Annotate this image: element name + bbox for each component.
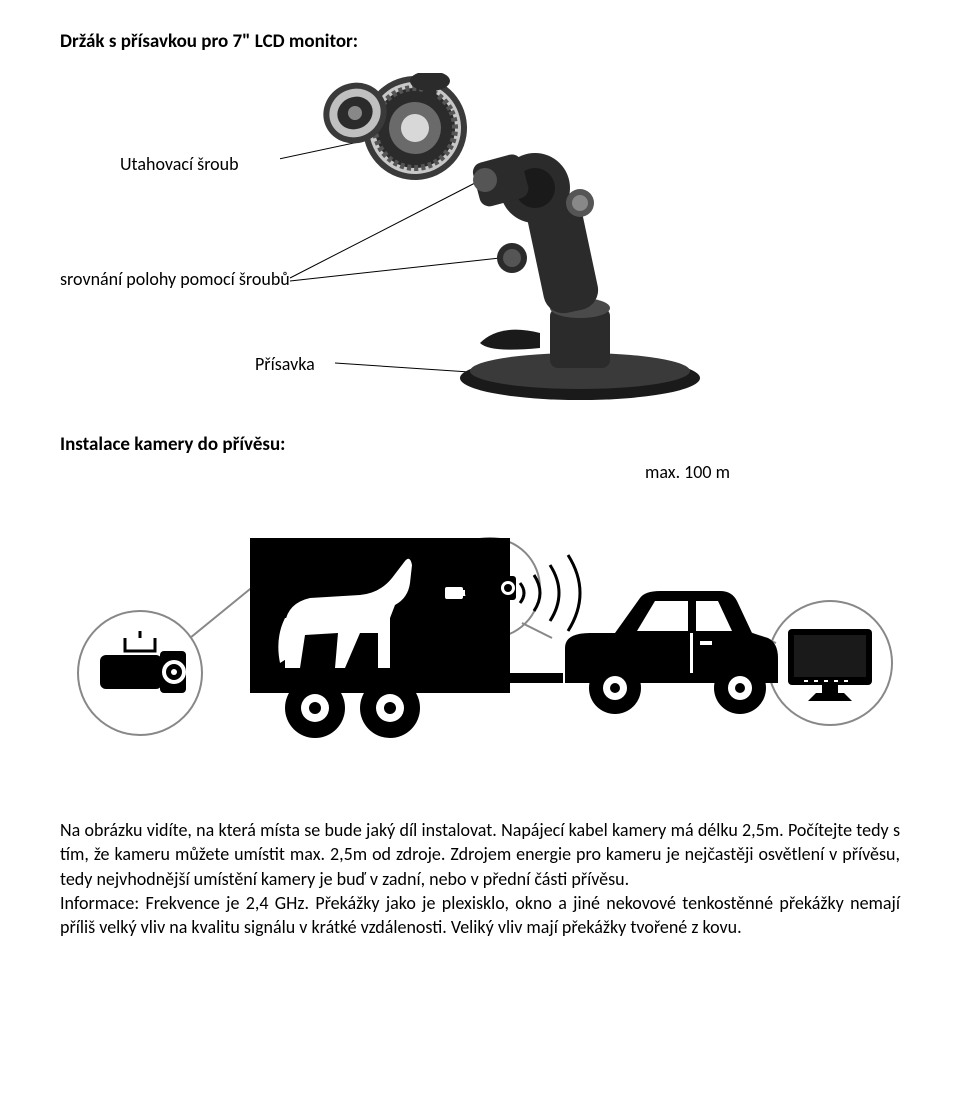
label-tightening-screw: Utahovací šroub bbox=[120, 153, 239, 175]
info-label: Informace: bbox=[60, 892, 139, 914]
paragraph-main: Na obrázku vidíte, na která místa se bud… bbox=[60, 818, 900, 891]
mount-diagram-container: Utahovací šroub srovnání polohy pomocí š… bbox=[60, 73, 900, 403]
info-text: Frekvence je 2,4 GHz. Překážky jako je p… bbox=[60, 892, 900, 938]
mount-illustration bbox=[280, 73, 800, 403]
label-position-adjust: srovnání polohy pomocí šroubů bbox=[60, 268, 290, 290]
page-title: Držák s přísavkou pro 7" LCD monitor: bbox=[60, 30, 900, 53]
install-section-title: Instalace kamery do přívěsu: bbox=[60, 433, 900, 456]
paragraph-info: Informace: Frekvence je 2,4 GHz. Překážk… bbox=[60, 891, 900, 940]
max-distance-label: max. 100 m bbox=[60, 461, 900, 483]
trailer-car-illustration bbox=[60, 483, 900, 783]
